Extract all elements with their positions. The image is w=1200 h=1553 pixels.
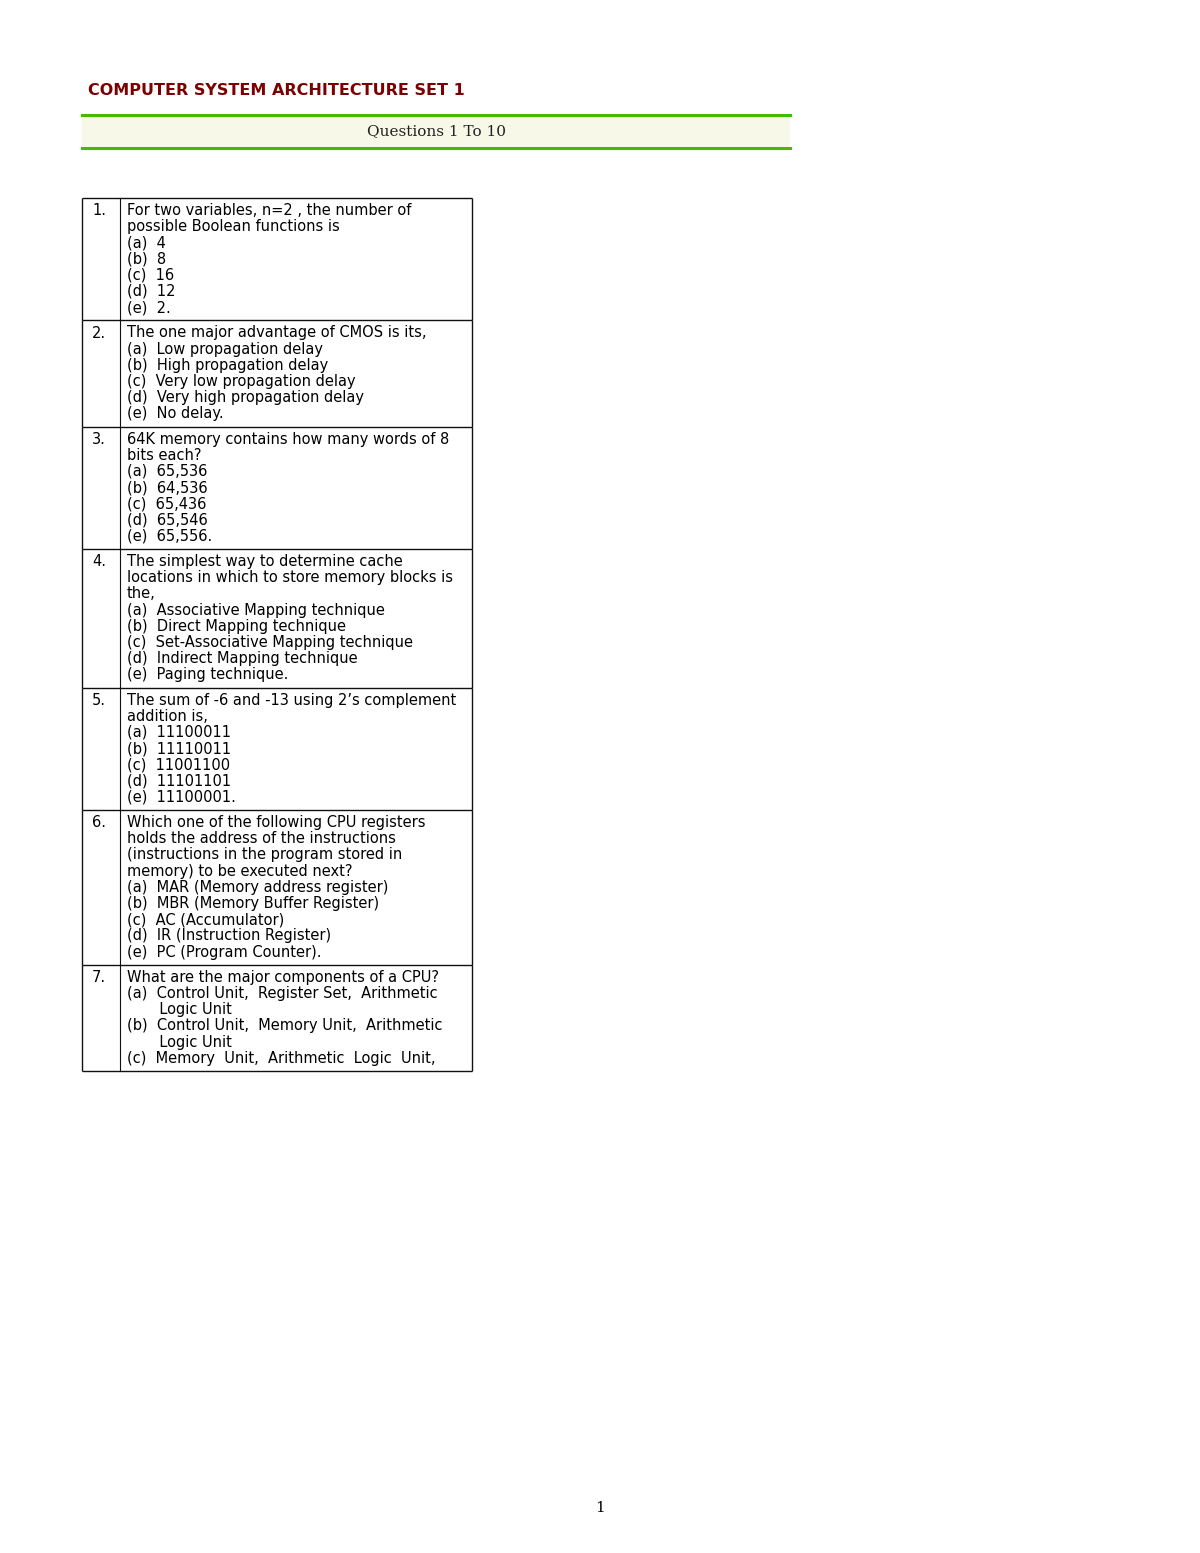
Text: (c)  Very low propagation delay: (c) Very low propagation delay [127,374,355,388]
Text: (b)  Control Unit,  Memory Unit,  Arithmetic: (b) Control Unit, Memory Unit, Arithmeti… [127,1019,443,1033]
Text: locations in which to store memory blocks is: locations in which to store memory block… [127,570,454,585]
Text: memory) to be executed next?: memory) to be executed next? [127,863,353,879]
Text: (b)  11110011: (b) 11110011 [127,741,232,756]
Text: 6.: 6. [92,815,106,831]
Text: (e)  65,556.: (e) 65,556. [127,528,212,544]
Text: (c)  65,436: (c) 65,436 [127,497,206,511]
Text: The one major advantage of CMOS is its,: The one major advantage of CMOS is its, [127,325,426,340]
Text: (d)  IR (Instruction Register): (d) IR (Instruction Register) [127,929,331,943]
Text: (a)  11100011: (a) 11100011 [127,725,230,739]
Text: (d)  11101101: (d) 11101101 [127,773,232,789]
Text: The simplest way to determine cache: The simplest way to determine cache [127,554,403,568]
Text: (a)  Associative Mapping technique: (a) Associative Mapping technique [127,603,385,618]
Text: Logic Unit: Logic Unit [127,1034,232,1050]
Text: 3.: 3. [92,432,106,447]
Text: 2.: 2. [92,326,106,340]
Text: (e)  11100001.: (e) 11100001. [127,790,236,804]
Bar [82,115,790,148]
Text: 1: 1 [595,1502,605,1516]
Text: (a)  MAR (Memory address register): (a) MAR (Memory address register) [127,879,389,895]
Text: (a)  Control Unit,  Register Set,  Arithmetic: (a) Control Unit, Register Set, Arithmet… [127,986,438,1002]
Text: (b)  High propagation delay: (b) High propagation delay [127,357,329,373]
Text: (b)  MBR (Memory Buffer Register): (b) MBR (Memory Buffer Register) [127,896,379,912]
Text: (e)  PC (Program Counter).: (e) PC (Program Counter). [127,944,322,960]
Text: possible Boolean functions is: possible Boolean functions is [127,219,340,235]
Text: (instructions in the program stored in: (instructions in the program stored in [127,848,402,862]
Text: the,: the, [127,587,156,601]
Text: (b)  8: (b) 8 [127,252,166,267]
Text: 7.: 7. [92,971,106,985]
Text: (b)  Direct Mapping technique: (b) Direct Mapping technique [127,618,346,634]
Text: (d)  Very high propagation delay: (d) Very high propagation delay [127,390,364,405]
Text: (c)  AC (Accumulator): (c) AC (Accumulator) [127,912,284,927]
Text: For two variables, n=2 , the number of: For two variables, n=2 , the number of [127,203,412,217]
Text: (a)  Low propagation delay: (a) Low propagation delay [127,342,323,357]
Text: (d)  65,546: (d) 65,546 [127,512,208,528]
Text: (c)  Memory  Unit,  Arithmetic  Logic  Unit,: (c) Memory Unit, Arithmetic Logic Unit, [127,1051,436,1065]
Text: addition is,: addition is, [127,708,208,724]
Text: 4.: 4. [92,554,106,570]
Text: 1.: 1. [92,203,106,219]
Text: (e)  Paging technique.: (e) Paging technique. [127,668,288,682]
Text: (c)  Set-Associative Mapping technique: (c) Set-Associative Mapping technique [127,635,413,651]
Text: (d)  Indirect Mapping technique: (d) Indirect Mapping technique [127,651,358,666]
Text: Logic Unit: Logic Unit [127,1002,232,1017]
Text: The sum of -6 and -13 using 2’s complement: The sum of -6 and -13 using 2’s compleme… [127,693,456,708]
Text: (d)  12: (d) 12 [127,284,175,298]
Text: bits each?: bits each? [127,447,202,463]
Text: 5.: 5. [92,693,106,708]
Text: 64K memory contains how many words of 8: 64K memory contains how many words of 8 [127,432,449,447]
Text: Questions 1 To 10: Questions 1 To 10 [366,124,505,138]
Text: (b)  64,536: (b) 64,536 [127,480,208,495]
Text: (c)  16: (c) 16 [127,267,174,283]
Text: (e)  2.: (e) 2. [127,300,170,315]
Text: What are the major components of a CPU?: What are the major components of a CPU? [127,969,439,985]
Text: (e)  No delay.: (e) No delay. [127,407,223,421]
Text: (a)  4: (a) 4 [127,236,166,250]
Text: holds the address of the instructions: holds the address of the instructions [127,831,396,846]
Text: (a)  65,536: (a) 65,536 [127,464,208,478]
Text: Which one of the following CPU registers: Which one of the following CPU registers [127,815,426,829]
Text: (c)  11001100: (c) 11001100 [127,758,230,772]
Text: COMPUTER SYSTEM ARCHITECTURE SET 1: COMPUTER SYSTEM ARCHITECTURE SET 1 [88,82,464,98]
